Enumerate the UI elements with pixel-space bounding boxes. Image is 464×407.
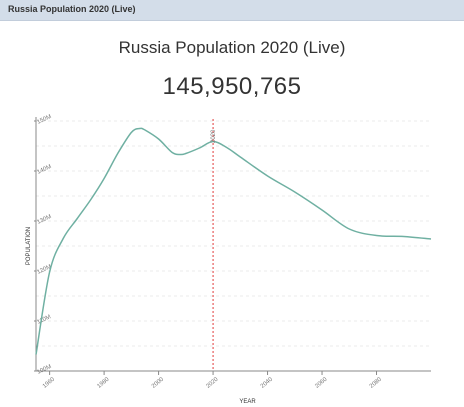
live-population-counter: 145,950,765 bbox=[162, 73, 302, 100]
header-bar: Russia Population 2020 (Live) bbox=[0, 0, 464, 21]
y-tick-label: 130M bbox=[36, 214, 52, 226]
x-tick-label: 1980 bbox=[96, 376, 111, 390]
y-tick-label: 150M bbox=[36, 114, 52, 126]
header-title: Russia Population 2020 (Live) bbox=[8, 4, 136, 14]
chart-title: Russia Population 2020 (Live) bbox=[118, 38, 346, 57]
y-tick-label: 100M bbox=[36, 364, 52, 376]
y-tick-label: 140M bbox=[36, 164, 52, 176]
y-axis-title: POPULATION bbox=[26, 227, 32, 265]
y-tick-label: 120M bbox=[36, 264, 52, 276]
x-tick-label: 1960 bbox=[42, 376, 57, 390]
current-year-label: 2020 bbox=[211, 129, 217, 143]
x-tick-label: 2020 bbox=[205, 376, 220, 390]
x-tick-label: 2080 bbox=[369, 376, 384, 390]
y-tick-label: 110M bbox=[36, 314, 52, 326]
x-tick-label: 2040 bbox=[260, 376, 275, 390]
x-tick-label: 2060 bbox=[314, 376, 329, 390]
population-line bbox=[35, 127, 432, 355]
x-axis-title: YEAR bbox=[239, 399, 256, 405]
x-tick-label: 2000 bbox=[151, 376, 166, 390]
